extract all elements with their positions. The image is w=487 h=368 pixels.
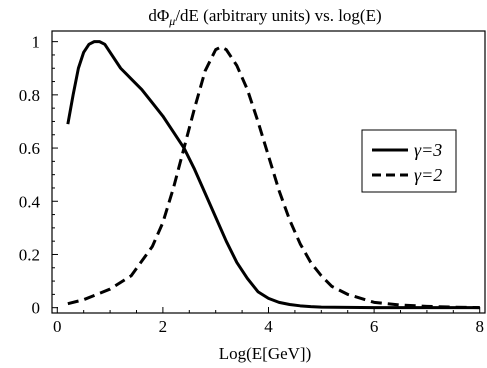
chart-title-main: dΦ bbox=[148, 6, 169, 25]
series-line-gamma2 bbox=[67, 45, 480, 310]
series-line-gamma3 bbox=[66, 40, 480, 310]
x-tick-label: 2 bbox=[159, 317, 168, 336]
y-tick-label: 1 bbox=[32, 33, 41, 52]
legend-box bbox=[361, 129, 457, 193]
x-tick-label: 6 bbox=[370, 317, 379, 336]
tick-labels: 0 2 4 6 8 0 0.2 0.4 0.6 0.8 1 bbox=[19, 33, 484, 336]
chart-title-subscript: μ bbox=[168, 14, 175, 28]
chart-title: dΦμ/dE (arbitrary units) vs. log(E) bbox=[148, 6, 381, 28]
x-tick-label: 8 bbox=[475, 317, 484, 336]
x-tick-label: 4 bbox=[264, 317, 273, 336]
y-tick-label: 0.8 bbox=[19, 86, 40, 105]
plot-area bbox=[66, 40, 480, 310]
axis-ticks bbox=[52, 41, 481, 313]
legend: γ=3 γ=2 bbox=[361, 129, 457, 193]
y-tick-label: 0.2 bbox=[19, 245, 40, 264]
x-tick-label: 0 bbox=[53, 317, 62, 336]
y-tick-label: 0.6 bbox=[19, 139, 40, 158]
y-tick-label: 0 bbox=[32, 299, 41, 318]
legend-label-gamma3: γ=3 bbox=[414, 140, 442, 160]
x-axis-label: Log(E[GeV]) bbox=[219, 344, 312, 363]
y-tick-label: 0.4 bbox=[19, 192, 41, 211]
chart-title-rest: /dE (arbitrary units) vs. log(E) bbox=[175, 6, 381, 25]
legend-label-gamma2: γ=2 bbox=[414, 165, 442, 185]
